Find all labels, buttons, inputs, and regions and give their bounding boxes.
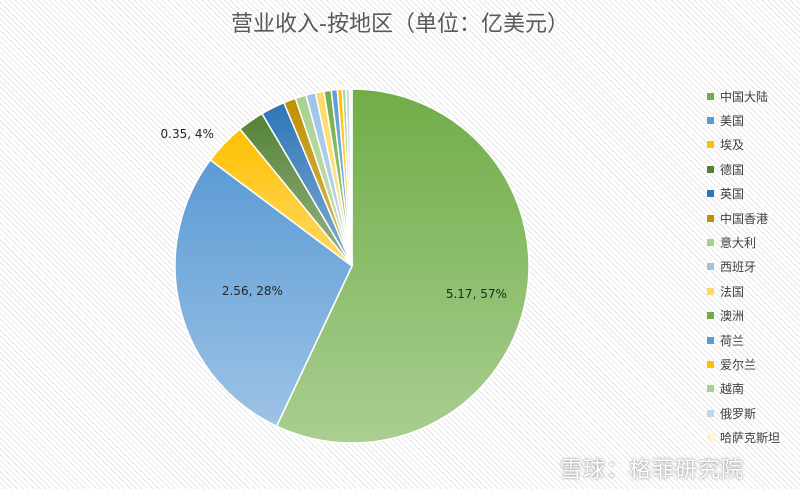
legend-swatch (707, 287, 714, 295)
legend-swatch (707, 165, 714, 173)
legend-swatch (707, 141, 714, 149)
legend-label: 德国 (720, 162, 745, 177)
legend-label: 哈萨克斯坦 (720, 431, 781, 446)
legend-label: 中国大陆 (720, 89, 769, 104)
pie-slice-1 (275, 88, 530, 444)
legend-label: 澳洲 (720, 309, 745, 324)
legend-item: 荷兰 (707, 328, 780, 352)
legend-item: 西班牙 (707, 255, 780, 279)
legend-item: 越南 (707, 377, 780, 401)
pie-slice-15 (348, 88, 353, 267)
legend-item: 意大利 (707, 230, 780, 254)
legend-item: 俄罗斯 (707, 401, 780, 425)
legend-item: 哈萨克斯坦 (707, 425, 780, 449)
legend-swatch (707, 214, 714, 222)
legend-swatch (707, 360, 714, 368)
legend-swatch (707, 239, 714, 247)
legend-label: 法国 (720, 284, 745, 299)
legend-item: 德国 (707, 157, 780, 181)
legend-item: 法国 (707, 279, 780, 303)
legend-swatch (707, 434, 714, 442)
legend-swatch (707, 385, 714, 393)
legend-swatch (707, 263, 714, 271)
legend-swatch (707, 312, 714, 320)
legend-label: 荷兰 (720, 333, 745, 348)
legend-item: 埃及 (707, 133, 780, 157)
legend-label: 意大利 (720, 236, 757, 251)
legend-item: 中国大陆 (707, 84, 780, 108)
legend-item: 美国 (707, 108, 780, 132)
data-label-2: 2.56, 28% (222, 284, 283, 298)
legend-label: 俄罗斯 (720, 406, 757, 421)
chart-legend: 中国大陆美国埃及德国英国中国香港意大利西班牙法国澳洲荷兰爱尔兰越南俄罗斯哈萨克斯… (707, 84, 780, 450)
legend-label: 爱尔兰 (720, 357, 757, 372)
legend-swatch (707, 117, 714, 125)
legend-item: 英国 (707, 182, 780, 206)
legend-swatch (707, 336, 714, 344)
legend-label: 美国 (720, 114, 745, 129)
legend-swatch (707, 92, 714, 100)
chart-title: 营业收入-按地区（单位：亿美元） (231, 12, 569, 37)
legend-item: 爱尔兰 (707, 352, 780, 376)
watermark: 雪球：格菲研究院 (560, 458, 745, 483)
legend-swatch (707, 409, 714, 417)
legend-item: 中国香港 (707, 206, 780, 230)
legend-label: 中国香港 (720, 211, 769, 226)
legend-label: 越南 (720, 382, 745, 397)
legend-label: 英国 (720, 187, 745, 202)
data-label-3: 0.35, 4% (161, 127, 214, 141)
data-label-1: 5.17, 57% (446, 287, 507, 301)
legend-label: 西班牙 (720, 260, 757, 275)
legend-item: 澳洲 (707, 304, 780, 328)
pie-slice-2 (174, 158, 353, 428)
legend-label: 埃及 (720, 138, 745, 153)
legend-swatch (707, 190, 714, 198)
